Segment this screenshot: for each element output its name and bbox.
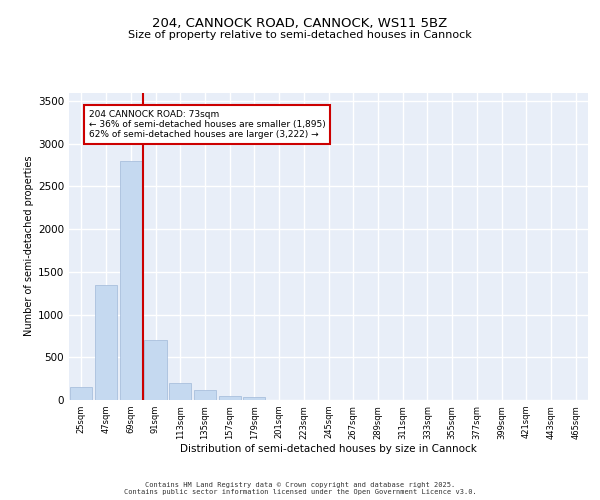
Bar [70, 387, 92, 400]
Bar [145, 340, 167, 400]
Bar [194, 390, 216, 400]
Bar [119, 161, 142, 400]
Y-axis label: Number of semi-detached properties: Number of semi-detached properties [24, 156, 34, 336]
X-axis label: Distribution of semi-detached houses by size in Cannock: Distribution of semi-detached houses by … [180, 444, 477, 454]
Bar [169, 383, 191, 400]
Bar [95, 284, 117, 400]
Bar [218, 396, 241, 400]
Text: Size of property relative to semi-detached houses in Cannock: Size of property relative to semi-detach… [128, 30, 472, 40]
Text: 204, CANNOCK ROAD, CANNOCK, WS11 5BZ: 204, CANNOCK ROAD, CANNOCK, WS11 5BZ [152, 18, 448, 30]
Text: 204 CANNOCK ROAD: 73sqm
← 36% of semi-detached houses are smaller (1,895)
62% of: 204 CANNOCK ROAD: 73sqm ← 36% of semi-de… [89, 110, 326, 140]
Bar [243, 396, 265, 400]
Text: Contains HM Land Registry data © Crown copyright and database right 2025.
Contai: Contains HM Land Registry data © Crown c… [124, 482, 476, 495]
